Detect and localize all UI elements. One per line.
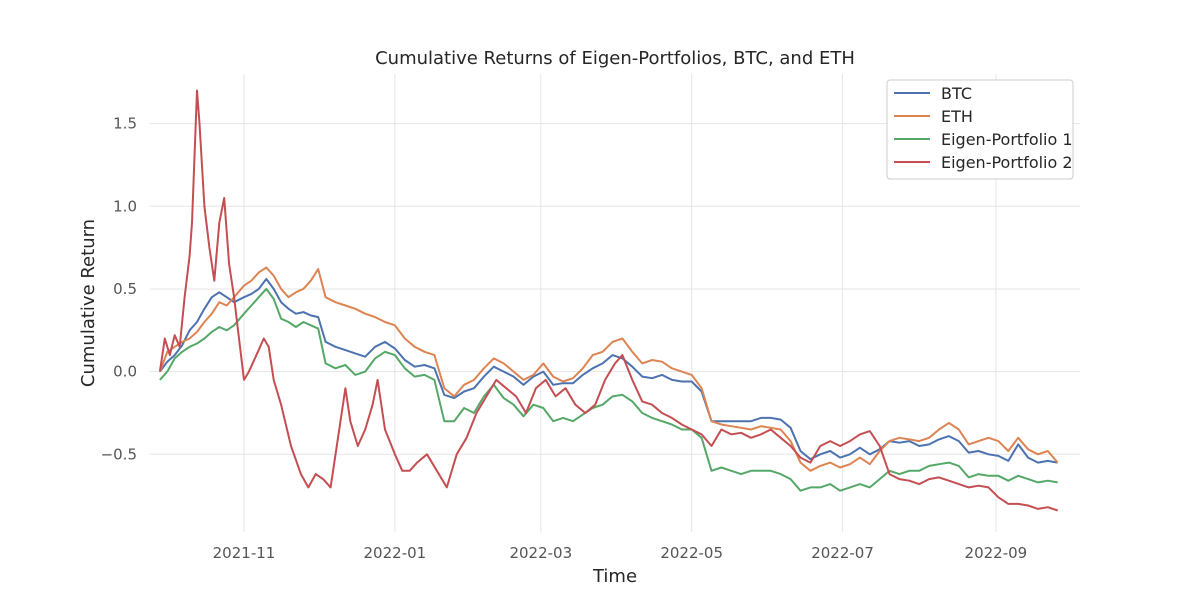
series-line-1	[159, 278, 1058, 464]
x-tick-label: 2022-07	[811, 544, 874, 562]
legend-label-3: Eigen-Portfolio 1	[941, 130, 1073, 149]
y-tick-label: −0.5	[101, 445, 137, 463]
chart-title: Cumulative Returns of Eigen-Portfolios, …	[375, 48, 855, 69]
y-tick-label: 0.5	[113, 280, 137, 298]
x-tick-label: 2022-05	[660, 544, 723, 562]
y-axis-label: Cumulative Return	[78, 219, 99, 387]
legend-label-4: Eigen-Portfolio 2	[941, 153, 1073, 172]
y-tick-label: 0.0	[113, 363, 137, 381]
series-line-2	[158, 266, 1059, 472]
series-line-4	[158, 89, 1059, 512]
y-tick-label: 1.5	[113, 115, 137, 133]
series-line-3	[159, 287, 1058, 492]
legend-label-2: ETH	[941, 107, 973, 126]
x-tick-label: 2021-11	[213, 544, 276, 562]
x-axis-ticks: 2021-11 2022-01 2022-03 2022-05 2022-07 2022-…	[213, 544, 1028, 562]
x-axis-label: Time	[592, 566, 637, 587]
legend: BTC ETH Eigen-Portfolio 1 Eigen-Portfolio 2	[886, 79, 1074, 180]
y-tick-label: 1.0	[113, 197, 137, 215]
legend-box	[886, 79, 1074, 180]
x-tick-label: 2022-09	[965, 544, 1028, 562]
y-axis-ticks: −0.5 0.0 0.5 1.0 1.5	[101, 115, 137, 464]
x-tick-label: 2022-01	[364, 544, 427, 562]
x-tick-label: 2022-03	[509, 544, 572, 562]
legend-label-1: BTC	[941, 84, 972, 103]
series-lines	[158, 89, 1059, 512]
